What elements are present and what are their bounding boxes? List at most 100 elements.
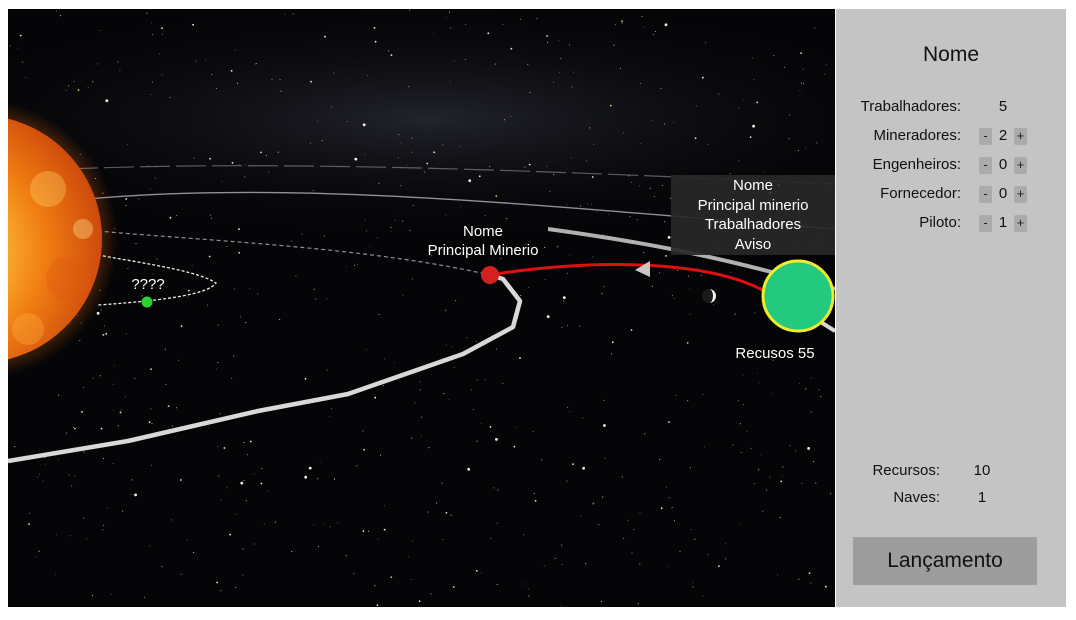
supplier-stepper: - 0 + [979,185,1027,203]
sun[interactable] [8,115,102,363]
star [378,182,380,184]
star [209,157,212,160]
star [742,404,744,406]
star [763,171,765,173]
miners-increment-button[interactable]: + [1014,128,1027,145]
engineers-stepper: - 0 + [979,156,1027,174]
star [528,163,531,166]
star [502,23,504,25]
star [600,601,603,603]
star [321,140,323,142]
star [766,489,768,491]
star [356,465,358,467]
star [409,230,411,232]
star [238,252,241,254]
star [472,408,474,411]
home-planet[interactable] [761,259,835,333]
game-viewport[interactable]: ???? Nome Principal Minerio Recusos 55 N… [8,9,835,607]
star [494,63,496,65]
star [244,176,246,178]
star [103,325,105,327]
star [801,482,803,484]
star [534,500,537,502]
star [561,326,563,329]
star [112,409,114,412]
launch-button[interactable]: Lançamento [853,537,1037,585]
star [637,603,639,605]
engineers-decrement-button[interactable]: - [979,157,992,174]
star [55,10,58,12]
star [255,63,257,65]
star [660,87,662,90]
star [249,288,251,290]
star [495,195,498,198]
space-scene[interactable] [8,9,835,607]
star [249,440,252,443]
star [323,235,325,237]
star [527,63,529,65]
star [798,150,800,152]
star [151,81,154,83]
unknown-planet[interactable] [141,296,153,308]
star [326,369,328,371]
star [102,334,105,336]
engineers-increment-button[interactable]: + [1014,157,1027,174]
star [105,332,108,335]
star [816,142,818,144]
star [374,40,377,43]
moon-lit-side [709,289,716,303]
star [820,396,822,398]
star [519,18,521,20]
star [489,426,492,428]
pilot-increment-button[interactable]: + [1014,215,1027,232]
star [304,475,308,479]
star [161,27,164,29]
star [603,286,605,288]
pilot-decrement-button[interactable]: - [979,215,992,232]
planet-info-tooltip: Nome Principal minerio Trabalhadores Avi… [671,175,835,255]
star [231,161,234,164]
star [105,99,109,103]
star [644,433,646,435]
role-label: Fornecedor: [880,185,961,202]
star [304,377,307,380]
star [234,49,237,51]
star [186,539,188,541]
star [96,63,98,65]
star [654,30,656,33]
star [798,383,801,385]
star [739,423,742,425]
supplier-increment-button[interactable]: + [1014,186,1027,203]
star [176,214,178,216]
star [567,407,569,409]
miners-decrement-button[interactable]: - [979,128,992,145]
star [589,127,591,129]
star [57,458,59,460]
star [582,417,584,419]
star [411,579,413,581]
star [146,12,148,14]
star [781,475,783,477]
star [411,151,413,153]
star [179,479,182,481]
star [653,195,655,198]
star [563,300,565,302]
red-planet[interactable] [481,266,499,284]
star [506,218,508,220]
star [690,529,692,531]
star [243,479,245,482]
star [664,123,666,125]
star [559,71,561,73]
star [692,586,694,588]
milky-way-haze [8,9,835,239]
star [431,255,433,257]
star [17,47,19,49]
star [502,382,504,384]
star [758,382,760,384]
star [810,411,812,413]
star [676,269,678,271]
star [629,216,631,218]
star [441,482,443,484]
supplier-decrement-button[interactable]: - [979,186,992,203]
star [442,539,444,541]
